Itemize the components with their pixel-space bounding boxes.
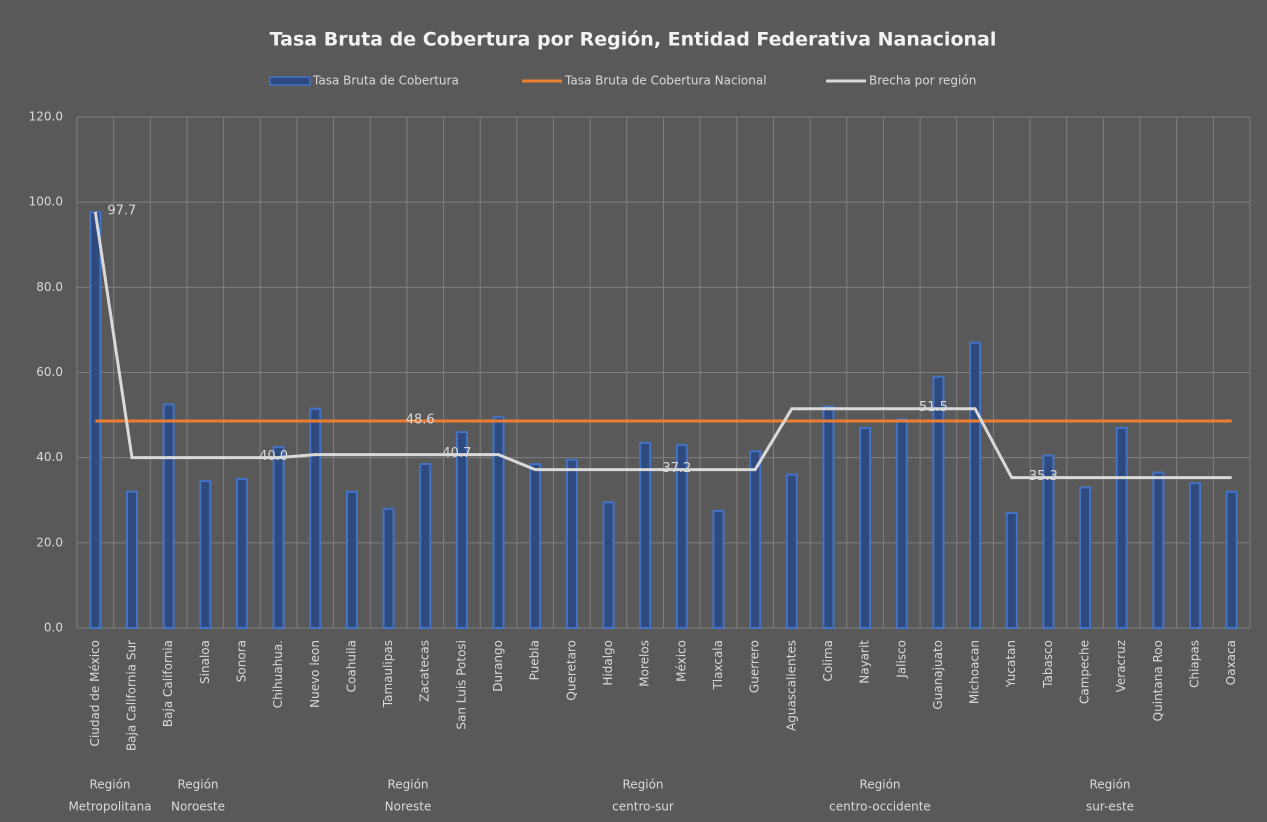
legend-swatch xyxy=(269,76,311,86)
x-tick-label: Coahuila xyxy=(344,640,358,692)
data-label: 48.6 xyxy=(406,413,435,428)
bar xyxy=(1152,471,1165,629)
region-label: centro-sur xyxy=(612,800,674,814)
x-tick-label: Guanajuato xyxy=(931,640,945,710)
bar xyxy=(565,458,578,629)
bar xyxy=(125,490,138,629)
bar xyxy=(749,450,762,630)
y-tick-label: 120.0 xyxy=(29,110,63,124)
x-tick-label: México xyxy=(674,640,688,682)
y-tick-label: 20.0 xyxy=(36,535,63,549)
x-tick-label: Tamaulipas xyxy=(381,640,395,708)
x-tick-label: Puebla xyxy=(528,640,542,680)
x-tick-label: Michoacan xyxy=(968,640,982,704)
bar xyxy=(1005,512,1018,630)
x-tick-label: Veracruz xyxy=(1114,640,1128,692)
bar xyxy=(345,490,358,629)
y-tick-label: 100.0 xyxy=(29,195,63,209)
region-label: Noreste xyxy=(385,800,432,814)
bar xyxy=(235,477,248,630)
line xyxy=(93,211,1232,480)
bar xyxy=(1042,454,1055,629)
x-tick-label: Chihuahua. xyxy=(271,640,285,708)
bar xyxy=(602,501,615,630)
region-label: Metropolitana xyxy=(68,800,151,814)
x-tick-label: Ciudad de México xyxy=(88,640,102,746)
region-label: sur-este xyxy=(1086,800,1134,814)
bar xyxy=(162,403,175,629)
x-tick-label: Durango xyxy=(491,640,505,692)
x-tick-label: Nuevo leon xyxy=(308,640,322,708)
region-label: Región xyxy=(89,778,130,792)
bar xyxy=(1115,426,1128,629)
x-tick-label: Chiapas xyxy=(1188,640,1202,688)
bar xyxy=(1079,486,1092,629)
x-tick-label: Oaxaca xyxy=(1224,640,1238,685)
legend-label: Tasa Bruta de Cobertura Nacional xyxy=(564,74,767,88)
bar xyxy=(272,446,285,630)
y-tick-label: 60.0 xyxy=(36,365,63,379)
region-label: Región xyxy=(387,778,428,792)
bar xyxy=(309,407,322,629)
x-tick-label: Sonora xyxy=(234,640,248,682)
bar xyxy=(529,463,542,629)
bar xyxy=(1225,490,1238,629)
data-label: 51.5 xyxy=(919,400,948,415)
region-label: Región xyxy=(622,778,663,792)
x-tick-label: Morelos xyxy=(638,640,652,687)
x-tick-label: Hidalgo xyxy=(601,640,615,686)
x-tick-label: Campeche xyxy=(1078,640,1092,704)
bar xyxy=(382,507,395,629)
region-label: Noroeste xyxy=(171,800,225,814)
bar xyxy=(859,426,872,629)
region-label: centro-occidente xyxy=(829,800,931,814)
data-label: 37.2 xyxy=(662,461,691,476)
x-tick-label: Jalisco xyxy=(894,640,908,679)
region-label: Región xyxy=(859,778,900,792)
bar xyxy=(639,441,652,630)
bar xyxy=(675,443,688,629)
y-tick-label: 0.0 xyxy=(44,621,63,635)
x-tick-label: Guerrero xyxy=(748,640,762,693)
legend-label: Tasa Bruta de Cobertura xyxy=(312,74,459,88)
x-tick-label: Colima xyxy=(821,640,835,681)
bar xyxy=(419,463,432,629)
x-tick-label: Yucatan xyxy=(1004,640,1018,688)
bar xyxy=(969,341,982,629)
data-label: 35.3 xyxy=(1029,469,1058,484)
bar xyxy=(492,416,505,629)
legend-label: Brecha por región xyxy=(869,74,976,88)
bar xyxy=(785,473,798,630)
x-tick-label: Queretaro xyxy=(564,640,578,701)
bar xyxy=(932,375,945,629)
bar xyxy=(199,480,212,629)
region-label: Región xyxy=(1089,778,1130,792)
bar xyxy=(822,405,835,630)
region-label: Región xyxy=(177,778,218,792)
x-tick-label: Baja California xyxy=(161,640,175,727)
bar xyxy=(1189,482,1202,630)
x-tick-label: Quintana Roo xyxy=(1151,640,1165,721)
x-tick-label: Zacatecas xyxy=(418,640,432,702)
x-tick-label: Nayarit xyxy=(858,640,872,684)
bar xyxy=(455,431,468,629)
x-tick-label: Tlaxcala xyxy=(711,640,725,691)
data-label: 97.7 xyxy=(107,203,136,218)
chart-title: Tasa Bruta de Cobertura por Región, Enti… xyxy=(270,29,997,51)
x-tick-label: Baja California Sur xyxy=(124,640,138,751)
data-label: 40.0 xyxy=(259,449,288,464)
y-tick-label: 40.0 xyxy=(36,450,63,464)
x-tick-label: Tabasco xyxy=(1041,640,1055,689)
y-tick-label: 80.0 xyxy=(36,280,63,294)
x-tick-label: Aguascalientes xyxy=(784,640,798,731)
x-tick-label: Sinaloa xyxy=(198,640,212,684)
bar xyxy=(895,418,908,630)
x-tick-label: San Luis Potosi xyxy=(454,640,468,730)
bar xyxy=(712,509,725,630)
data-label: 40.7 xyxy=(442,446,471,461)
